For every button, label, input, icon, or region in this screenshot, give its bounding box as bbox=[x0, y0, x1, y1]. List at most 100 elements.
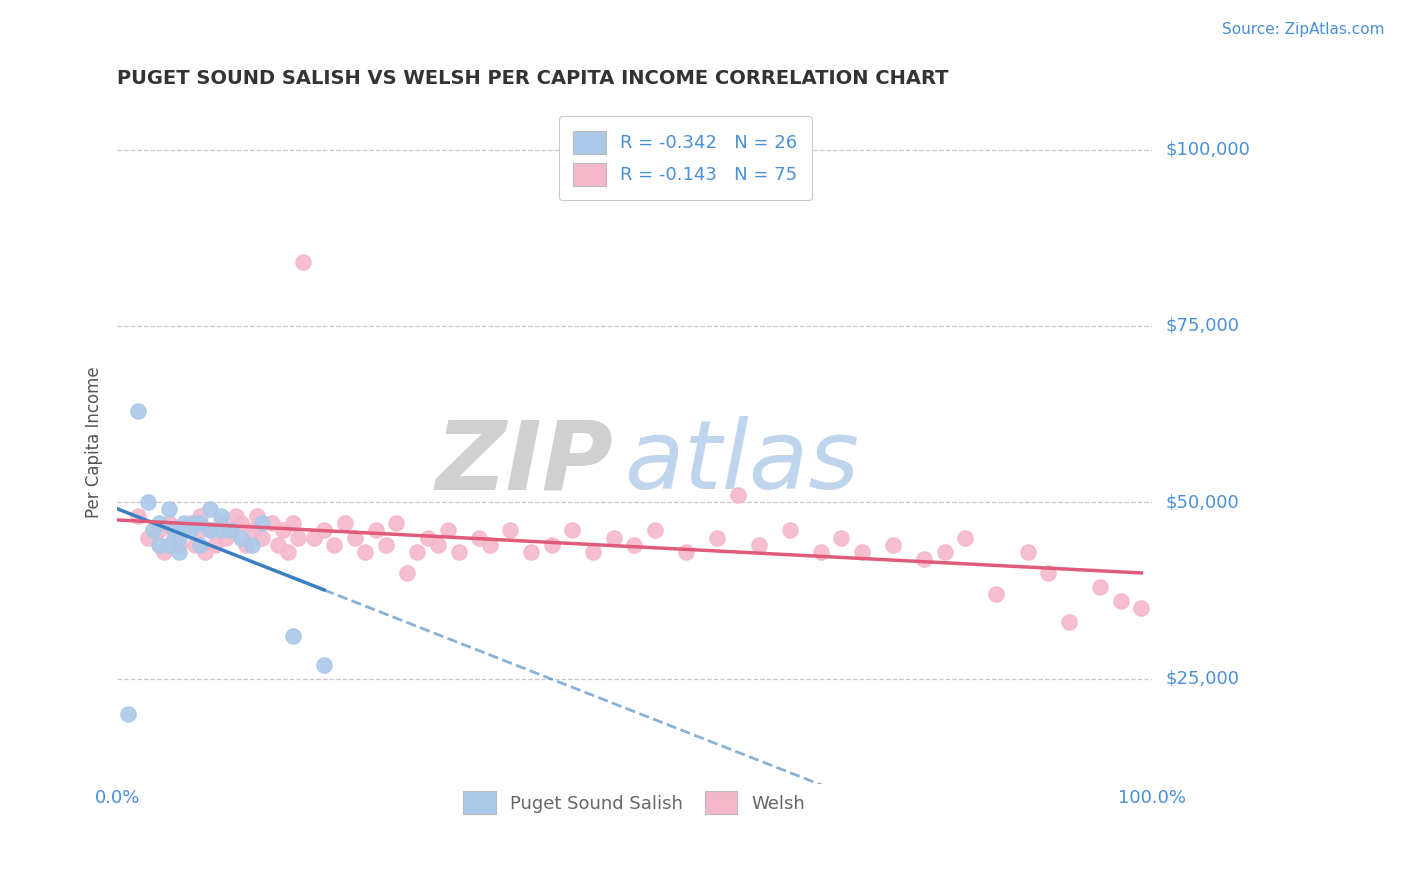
Text: $75,000: $75,000 bbox=[1166, 317, 1240, 334]
Point bbox=[333, 516, 356, 531]
Point bbox=[287, 531, 309, 545]
Point bbox=[323, 538, 346, 552]
Point bbox=[540, 538, 562, 552]
Point bbox=[302, 531, 325, 545]
Point bbox=[623, 538, 645, 552]
Point bbox=[148, 524, 170, 538]
Point bbox=[478, 538, 501, 552]
Point bbox=[644, 524, 666, 538]
Point bbox=[1017, 544, 1039, 558]
Point bbox=[219, 524, 242, 538]
Point bbox=[142, 524, 165, 538]
Point bbox=[1130, 601, 1153, 615]
Point bbox=[250, 531, 273, 545]
Point bbox=[188, 509, 211, 524]
Point bbox=[395, 566, 418, 580]
Point bbox=[240, 538, 263, 552]
Point bbox=[157, 538, 180, 552]
Point bbox=[1038, 566, 1060, 580]
Point bbox=[727, 488, 749, 502]
Point bbox=[468, 531, 491, 545]
Point bbox=[912, 551, 935, 566]
Point bbox=[188, 524, 211, 538]
Point bbox=[262, 516, 284, 531]
Point bbox=[167, 538, 190, 552]
Point bbox=[173, 524, 195, 538]
Point bbox=[136, 495, 159, 509]
Point bbox=[136, 531, 159, 545]
Point bbox=[200, 524, 222, 538]
Point bbox=[281, 629, 304, 643]
Point bbox=[385, 516, 408, 531]
Point bbox=[520, 544, 543, 558]
Point bbox=[499, 524, 522, 538]
Text: $25,000: $25,000 bbox=[1166, 670, 1240, 688]
Point bbox=[163, 524, 186, 538]
Point bbox=[157, 502, 180, 516]
Point bbox=[235, 538, 257, 552]
Point bbox=[426, 538, 449, 552]
Point bbox=[281, 516, 304, 531]
Point bbox=[354, 544, 377, 558]
Point bbox=[266, 538, 288, 552]
Point bbox=[277, 544, 299, 558]
Point bbox=[1057, 615, 1080, 630]
Point bbox=[157, 516, 180, 531]
Point bbox=[173, 516, 195, 531]
Point bbox=[882, 538, 904, 552]
Point bbox=[200, 524, 222, 538]
Point bbox=[779, 524, 801, 538]
Point bbox=[148, 516, 170, 531]
Point bbox=[148, 538, 170, 552]
Point bbox=[437, 524, 460, 538]
Point bbox=[810, 544, 832, 558]
Point bbox=[748, 538, 770, 552]
Point bbox=[364, 524, 387, 538]
Point bbox=[851, 544, 873, 558]
Point bbox=[830, 531, 852, 545]
Point bbox=[706, 531, 728, 545]
Point bbox=[603, 531, 626, 545]
Point bbox=[194, 544, 217, 558]
Point bbox=[292, 255, 315, 269]
Point bbox=[188, 516, 211, 531]
Point bbox=[209, 509, 232, 524]
Point bbox=[188, 538, 211, 552]
Text: ZIP: ZIP bbox=[436, 417, 614, 509]
Point bbox=[1109, 594, 1132, 608]
Point bbox=[312, 524, 335, 538]
Point bbox=[561, 524, 583, 538]
Point bbox=[250, 516, 273, 531]
Point bbox=[167, 531, 190, 545]
Point bbox=[184, 538, 207, 552]
Point bbox=[246, 509, 269, 524]
Point bbox=[406, 544, 429, 558]
Point bbox=[209, 524, 232, 538]
Point bbox=[152, 544, 174, 558]
Point bbox=[375, 538, 398, 552]
Point bbox=[184, 516, 207, 531]
Text: atlas: atlas bbox=[624, 417, 859, 509]
Point bbox=[200, 502, 222, 516]
Text: PUGET SOUND SALISH VS WELSH PER CAPITA INCOME CORRELATION CHART: PUGET SOUND SALISH VS WELSH PER CAPITA I… bbox=[117, 69, 949, 87]
Y-axis label: Per Capita Income: Per Capita Income bbox=[86, 367, 103, 518]
Point bbox=[179, 516, 201, 531]
Legend: Puget Sound Salish, Welsh: Puget Sound Salish, Welsh bbox=[454, 782, 814, 823]
Point bbox=[209, 516, 232, 531]
Point bbox=[1088, 580, 1111, 594]
Text: $100,000: $100,000 bbox=[1166, 141, 1250, 159]
Point bbox=[416, 531, 439, 545]
Point bbox=[231, 516, 253, 531]
Point bbox=[225, 509, 247, 524]
Point bbox=[312, 657, 335, 672]
Point bbox=[231, 531, 253, 545]
Point bbox=[127, 509, 149, 524]
Point bbox=[117, 706, 139, 721]
Text: $50,000: $50,000 bbox=[1166, 493, 1239, 511]
Point bbox=[934, 544, 956, 558]
Point bbox=[582, 544, 605, 558]
Point bbox=[675, 544, 697, 558]
Text: Source: ZipAtlas.com: Source: ZipAtlas.com bbox=[1222, 22, 1385, 37]
Point bbox=[955, 531, 977, 545]
Point bbox=[204, 538, 226, 552]
